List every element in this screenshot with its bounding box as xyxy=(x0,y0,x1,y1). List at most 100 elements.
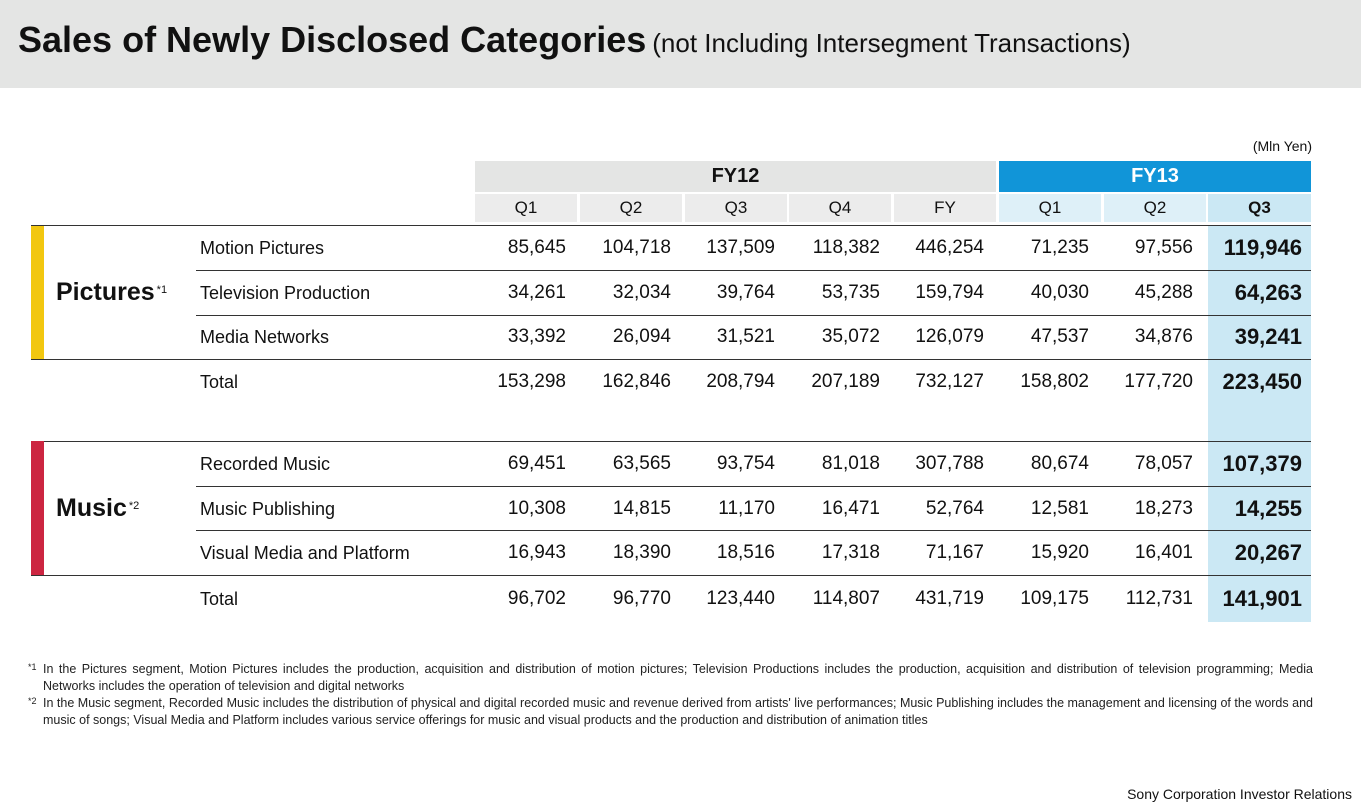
cell-fy12-fy: 71,167 xyxy=(925,542,984,563)
cell-fy13-q3: 64,263 xyxy=(1234,280,1302,305)
footnote-text: In the Music segment, Recorded Music inc… xyxy=(43,696,1313,727)
cell-fy12-q1: 16,943 xyxy=(507,542,566,563)
cell-fy12-q3: 18,516 xyxy=(716,542,775,563)
cell-fy12-q2: 32,034 xyxy=(612,282,671,303)
footnote-mark: *2 xyxy=(28,696,37,706)
footer-credit: Sony Corporation Investor Relations xyxy=(1127,786,1352,802)
cell-fy12-q3: 208,794 xyxy=(706,371,775,392)
footnotes: *1 In the Pictures segment, Motion Pictu… xyxy=(28,661,1313,729)
row-label: Visual Media and Platform xyxy=(200,543,410,563)
cell-fy12-q4: 53,735 xyxy=(821,282,880,303)
cell-fy13-q1: 47,537 xyxy=(1030,326,1089,347)
table-rule xyxy=(196,486,1311,487)
cell-fy12-fy: 307,788 xyxy=(915,453,984,474)
col-header-fy13-q1: Q1 xyxy=(999,194,1101,222)
cell-fy13-q2: 78,057 xyxy=(1134,453,1193,474)
cell-fy13-q2: 177,720 xyxy=(1124,371,1193,392)
cell-fy13-q2: 112,731 xyxy=(1125,588,1193,609)
pictures-accent-bar xyxy=(31,226,44,359)
segment-label-music: Music *2 xyxy=(56,493,139,523)
table-rule xyxy=(196,530,1311,531)
cell-fy12-q4: 17,318 xyxy=(821,542,880,563)
cell-fy12-fy: 431,719 xyxy=(915,588,984,609)
cell-fy12-q3: 39,764 xyxy=(716,282,775,303)
cell-fy12-q1: 10,308 xyxy=(507,498,566,519)
cell-fy12-q4: 16,471 xyxy=(821,498,880,519)
table-rule xyxy=(196,315,1311,316)
title-main: Sales of Newly Disclosed Categories xyxy=(18,19,647,60)
cell-fy12-q2: 162,846 xyxy=(602,371,671,392)
cell-fy12-q3: 123,440 xyxy=(706,588,775,609)
table-row: Television Production 34,261 32,034 39,7… xyxy=(0,271,1361,315)
cell-fy13-q1: 12,581 xyxy=(1030,498,1089,519)
q3-highlight-column xyxy=(1208,226,1311,622)
cell-fy12-q3: 31,521 xyxy=(716,326,775,347)
fy13-header: FY13 xyxy=(999,161,1311,192)
row-label: Television Production xyxy=(200,283,371,303)
row-label: Total xyxy=(200,589,239,609)
cell-fy13-q1: 80,674 xyxy=(1030,453,1089,474)
cell-fy13-q3: 119,946 xyxy=(1223,235,1302,260)
table-row: Music Publishing 10,308 14,815 11,170 16… xyxy=(0,487,1361,531)
title-subtitle: (not Including Intersegment Transactions… xyxy=(652,28,1131,58)
page-title: Sales of Newly Disclosed Categories (not … xyxy=(18,20,1131,68)
col-header-fy12-q2: Q2 xyxy=(580,194,682,222)
cell-fy13-q3: 14,255 xyxy=(1234,496,1302,521)
cell-fy13-q1: 109,175 xyxy=(1020,588,1089,609)
row-label: Total xyxy=(200,372,239,392)
cell-fy13-q1: 158,802 xyxy=(1020,371,1089,392)
table-row: Motion Pictures 85,645 104,718 137,509 1… xyxy=(0,226,1361,270)
unit-label: (Mln Yen) xyxy=(1252,138,1312,154)
cell-fy12-fy: 446,254 xyxy=(915,237,984,258)
cell-fy12-q1: 153,298 xyxy=(497,371,566,392)
cell-fy12-q2: 18,390 xyxy=(612,542,671,563)
cell-fy12-q4: 35,072 xyxy=(821,326,880,347)
cell-fy12-q3: 93,754 xyxy=(716,453,775,474)
cell-fy12-q2: 104,718 xyxy=(602,237,671,258)
col-header-fy12-q1: Q1 xyxy=(475,194,577,222)
footnote-mark: *1 xyxy=(28,662,37,672)
table-rule xyxy=(31,225,1311,226)
cell-fy13-q3: 39,241 xyxy=(1234,324,1302,349)
cell-fy13-q2: 16,401 xyxy=(1134,542,1193,563)
cell-fy13-q1: 71,235 xyxy=(1030,237,1089,258)
row-label: Media Networks xyxy=(200,327,330,347)
cell-fy12-q4: 207,189 xyxy=(811,371,880,392)
cell-fy13-q2: 45,288 xyxy=(1134,282,1193,303)
footnote-text: In the Pictures segment, Motion Pictures… xyxy=(43,662,1313,693)
fy12-header: FY12 xyxy=(475,161,996,192)
cell-fy13-q3: 107,379 xyxy=(1222,451,1302,476)
row-label: Music Publishing xyxy=(200,499,336,519)
cell-fy12-q1: 85,645 xyxy=(507,237,566,258)
cell-fy12-q2: 96,770 xyxy=(612,588,671,609)
cell-fy13-q1: 40,030 xyxy=(1030,282,1089,303)
cell-fy12-q2: 26,094 xyxy=(612,326,671,347)
cell-fy13-q1: 15,920 xyxy=(1030,542,1089,563)
row-label: Recorded Music xyxy=(200,454,331,474)
footnote-2: *2 In the Music segment, Recorded Music … xyxy=(28,695,1313,729)
col-header-fy12-q3: Q3 xyxy=(685,194,787,222)
segment-name: Music xyxy=(56,494,127,522)
cell-fy12-fy: 732,127 xyxy=(915,371,984,392)
cell-fy12-q2: 14,815 xyxy=(612,498,671,519)
header-band xyxy=(0,0,1361,88)
footnote-ref: *2 xyxy=(128,500,140,512)
music-accent-bar xyxy=(31,441,44,575)
cell-fy13-q2: 18,273 xyxy=(1134,498,1193,519)
cell-fy12-fy: 159,794 xyxy=(915,282,984,303)
cell-fy13-q3: 141,901 xyxy=(1222,586,1302,611)
cell-fy12-fy: 52,764 xyxy=(925,498,984,519)
cell-fy12-q1: 33,392 xyxy=(507,326,566,347)
cell-fy13-q2: 34,876 xyxy=(1134,326,1193,347)
cell-fy12-q1: 69,451 xyxy=(507,453,566,474)
cell-fy12-q4: 114,807 xyxy=(812,588,880,609)
table-rule xyxy=(31,359,1311,360)
table-rule xyxy=(31,575,1311,576)
table-row: Visual Media and Platform 16,943 18,390 … xyxy=(0,531,1361,575)
cell-fy12-q1: 34,261 xyxy=(507,282,566,303)
cell-fy12-q4: 118,382 xyxy=(812,237,880,258)
col-header-fy13-q2: Q2 xyxy=(1104,194,1206,222)
cell-fy13-q3: 223,450 xyxy=(1222,369,1302,394)
cell-fy12-q3: 11,170 xyxy=(718,498,775,519)
table-row-total: Total 153,298 162,846 208,794 207,189 73… xyxy=(0,360,1361,404)
